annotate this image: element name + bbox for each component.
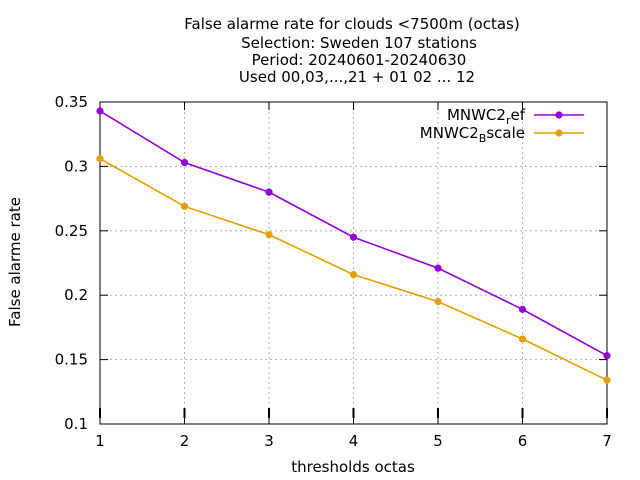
data-point [603, 352, 611, 360]
data-point [518, 305, 527, 313]
data-point [349, 270, 358, 279]
y-tick-label: 0.3 [64, 157, 88, 175]
data-point [265, 231, 273, 239]
data-point [96, 155, 104, 163]
y-tick-label: 0.25 [55, 222, 88, 240]
y-tick-label: 0.2 [64, 286, 88, 304]
x-axis-label: thresholds octas [291, 458, 415, 476]
y-axis-label: False alarme rate [6, 197, 24, 327]
legend-marker [555, 111, 563, 119]
data-point [434, 298, 442, 306]
series-1 [96, 107, 611, 360]
grid [100, 102, 607, 424]
data-point [434, 264, 442, 272]
legend-label: MNWC2Bscale [420, 124, 525, 145]
data-point [180, 202, 189, 210]
series-2 [96, 155, 611, 384]
series-layer [96, 107, 611, 384]
y-tick-label: 0.15 [55, 351, 88, 369]
chart-title: False alarme rate for clouds <7500m (oct… [184, 15, 519, 86]
x-tick-label: 4 [349, 432, 359, 450]
title-line: Used 00,03,...,21 + 01 02 ... 12 [239, 68, 475, 86]
x-tick-label: 2 [180, 432, 190, 450]
axis-ticks: 0.1 0.15 0.2 0.25 0.3 0.35 1 2 3 4 5 6 7 [55, 93, 612, 450]
legend-label: MNWC2ref [447, 106, 526, 127]
series-line [99, 157, 608, 381]
data-point [603, 376, 611, 384]
x-tick-label: 7 [602, 432, 612, 450]
title-line: Period: 20240601-20240630 [252, 51, 467, 69]
y-tick-label: 0.35 [55, 93, 88, 111]
title-line: Selection: Sweden 107 stations [241, 34, 477, 52]
x-tick-label: 1 [95, 432, 105, 450]
x-tick-label: 5 [433, 432, 443, 450]
data-point [518, 335, 527, 343]
data-point [96, 107, 104, 115]
x-tick-label: 3 [264, 432, 274, 450]
data-point [349, 233, 358, 241]
x-tick-label: 6 [518, 432, 528, 450]
legend-marker [555, 129, 563, 137]
data-point [265, 188, 273, 196]
data-point [180, 158, 189, 167]
title-line: False alarme rate for clouds <7500m (oct… [184, 15, 519, 33]
y-tick-label: 0.1 [64, 415, 88, 433]
